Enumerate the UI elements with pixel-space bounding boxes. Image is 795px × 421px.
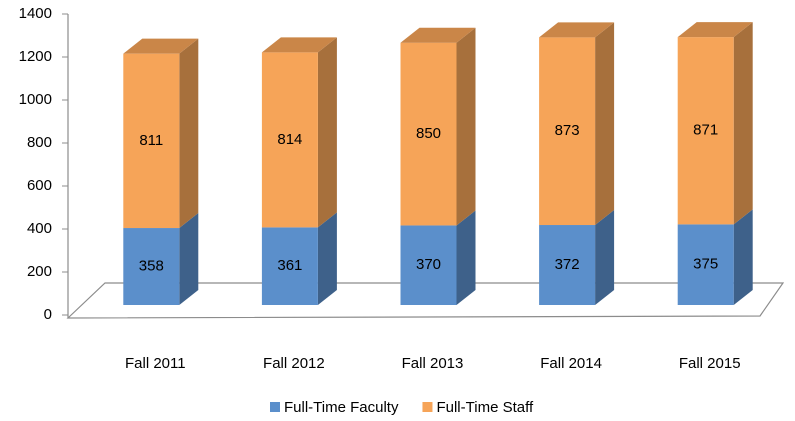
bar-side (733, 209, 753, 305)
bar (261, 227, 318, 305)
legend-label: Full-Time Staff (436, 399, 534, 416)
bar (400, 225, 457, 305)
data-label: 814 (277, 131, 302, 148)
bar-side (179, 213, 199, 305)
bar-side (595, 22, 615, 226)
data-label: 375 (693, 256, 718, 273)
bar-side (179, 38, 199, 229)
x-tick-label: Fall 2013 (402, 355, 464, 372)
bar-side (456, 210, 476, 305)
bar-top (261, 37, 337, 53)
x-tick-label: Fall 2011 (125, 355, 186, 372)
y-tick-label: 0 (44, 306, 52, 323)
bar-side (733, 22, 753, 225)
y-tick-label: 800 (27, 134, 52, 151)
legend-swatch (422, 402, 433, 412)
y-tick-label: 600 (27, 177, 52, 194)
data-label: 372 (555, 256, 580, 273)
x-tick-label: Fall 2015 (679, 355, 741, 372)
bar (539, 225, 596, 305)
data-label: 358 (139, 257, 164, 274)
data-label: 811 (139, 132, 163, 149)
bar (400, 42, 457, 226)
bar (123, 53, 180, 229)
bar (123, 228, 180, 305)
y-tick-label: 1200 (19, 48, 52, 65)
legend-swatch (270, 402, 280, 412)
bar-side (456, 27, 476, 226)
floor (66, 282, 785, 319)
bar-top (123, 38, 199, 54)
bar (677, 224, 734, 305)
bar (539, 37, 596, 226)
x-tick-label: Fall 2014 (540, 355, 602, 372)
legend: Full-Time Faculty Full-Time Staff (270, 399, 534, 416)
y-tick-label: 400 (27, 220, 52, 237)
bar (261, 52, 318, 228)
bar-side (317, 37, 337, 228)
data-label: 873 (555, 122, 580, 139)
data-label: 361 (277, 257, 302, 274)
bar-top (539, 22, 615, 38)
data-label: 871 (693, 122, 718, 139)
x-tick-label: Fall 2012 (263, 355, 325, 372)
legend-label: Full-Time Faculty (284, 399, 399, 416)
y-tick-label: 1400 (19, 5, 52, 22)
bar-top (677, 22, 753, 38)
data-label: 850 (416, 125, 441, 142)
data-label: 370 (416, 256, 441, 273)
bar-side (595, 210, 615, 305)
bar-side (317, 212, 337, 305)
y-tick-label: 1000 (19, 91, 52, 108)
bar (677, 37, 734, 225)
y-tick-label: 200 (27, 263, 52, 280)
bar-top (400, 27, 476, 43)
